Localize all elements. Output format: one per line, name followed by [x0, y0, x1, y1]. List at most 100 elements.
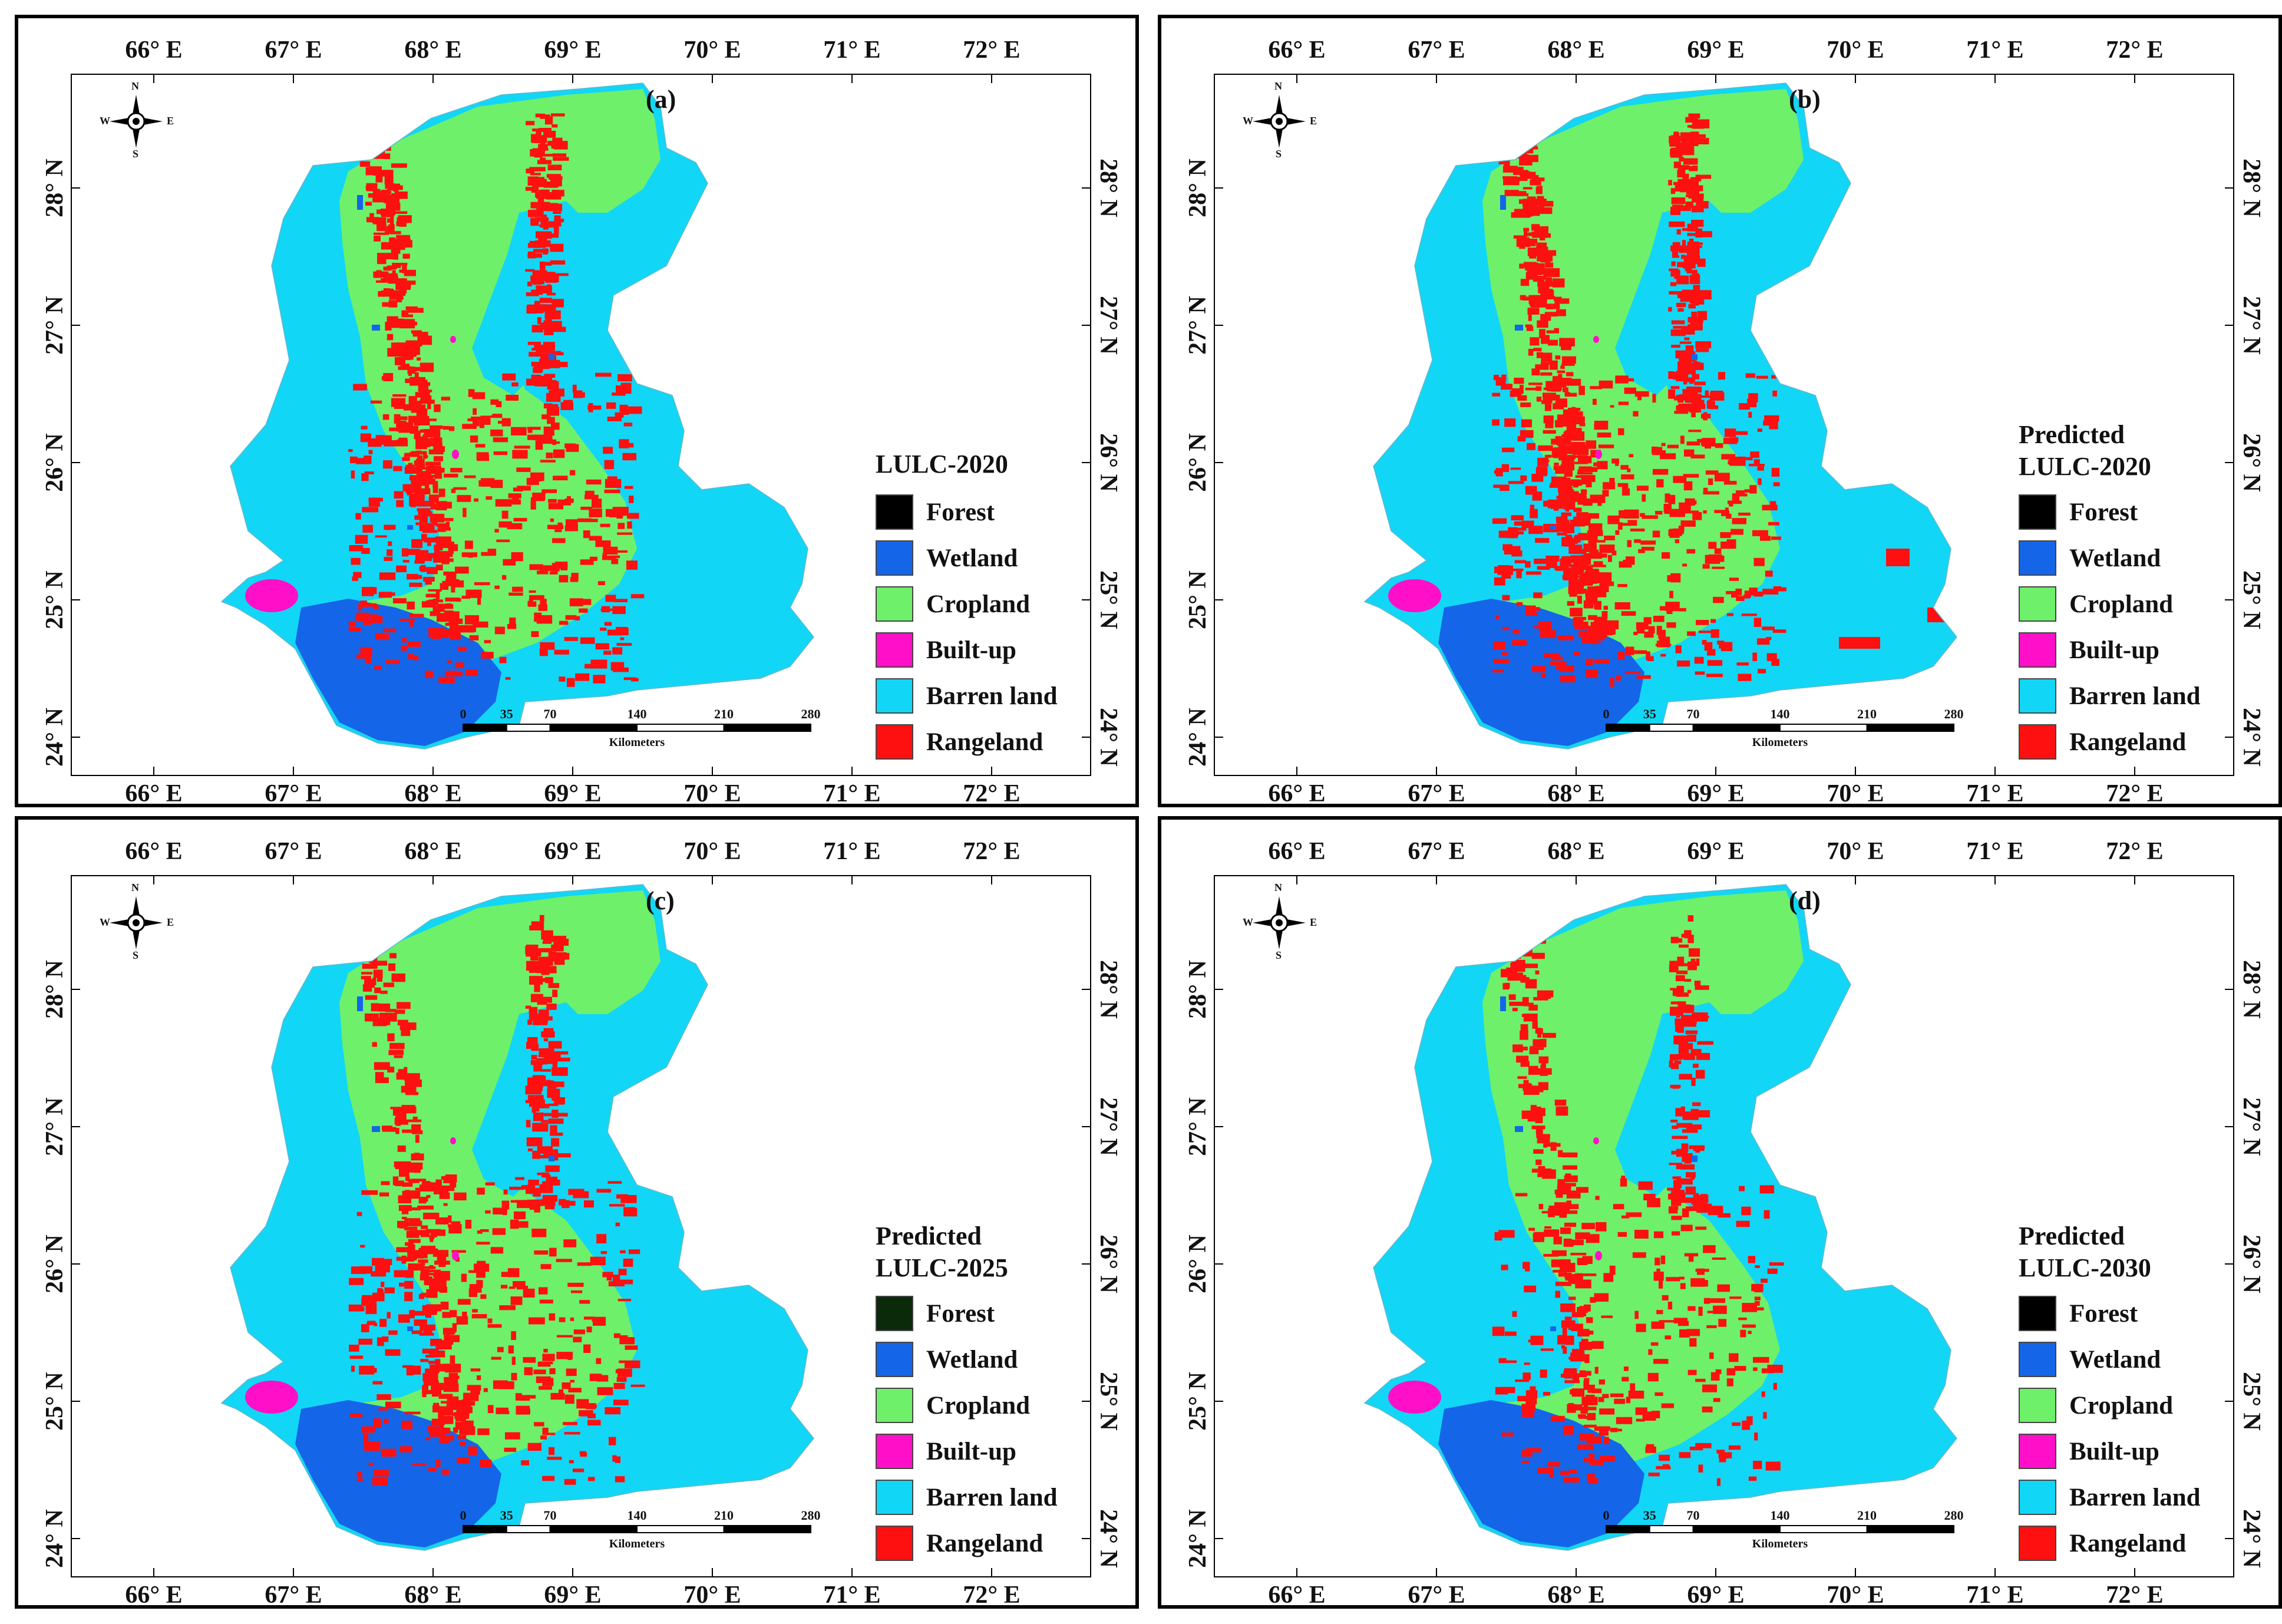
rangeland-patch: [377, 218, 384, 227]
compass-letter-e: E: [1310, 115, 1317, 127]
rangeland-patch: [388, 963, 396, 971]
rangeland-patch: [1690, 500, 1697, 505]
rangeland-patch: [422, 451, 427, 459]
wetland-patch: [549, 354, 554, 360]
rangeland-patch: [1665, 1335, 1672, 1339]
rangeland-patch: [420, 1269, 430, 1276]
rangeland-patch: [1570, 608, 1583, 617]
rangeland-patch: [1757, 466, 1764, 471]
rangeland-patch: [378, 1408, 388, 1411]
rangeland-patch: [1589, 633, 1604, 639]
rangeland-patch: [388, 1330, 398, 1335]
rangeland-patch: [402, 350, 414, 360]
rangeland-patch: [472, 1309, 478, 1313]
rangeland-patch: [1571, 1349, 1584, 1355]
rangeland-patch: [531, 1055, 537, 1059]
x-tick-label: 72° E: [2106, 1582, 2164, 1609]
rangeland-patch: [398, 1314, 410, 1323]
rangeland-patch: [1493, 484, 1508, 488]
rangeland-patch: [1577, 499, 1584, 505]
rangeland-patch: [1703, 491, 1719, 495]
rangeland-patch: [423, 1379, 435, 1385]
rangeland-patch: [1543, 1254, 1559, 1257]
rangeland-patch: [529, 167, 546, 171]
rangeland-patch: [617, 523, 625, 529]
rangeland-patch: [549, 344, 556, 348]
rangeland-patch: [626, 406, 642, 414]
rangeland-patch: [541, 1174, 551, 1178]
rangeland-patch: [385, 1401, 401, 1408]
rangeland-patch: [428, 1389, 442, 1394]
rangeland-patch: [1675, 138, 1690, 142]
y-tick-label: 26° N: [2238, 433, 2265, 492]
rangeland-patch: [385, 202, 401, 211]
rangeland-patch: [1527, 196, 1536, 203]
rangeland-patch: [438, 676, 455, 684]
rangeland-patch: [1495, 615, 1500, 619]
rangeland-patch: [1564, 1380, 1580, 1384]
rangeland-patch: [615, 1476, 625, 1483]
rangeland-patch: [1668, 1206, 1678, 1214]
built-up-area: [245, 579, 298, 612]
rangeland-patch: [538, 1016, 553, 1021]
rangeland-patch: [529, 1204, 540, 1210]
rangeland-patch: [1670, 386, 1680, 390]
rangeland-patch: [552, 326, 566, 332]
rangeland-patch: [1729, 577, 1739, 581]
rangeland-patch: [1654, 1257, 1660, 1266]
map-panel-d: 66° E 66° E 67° E 67° E 68° E 68° E 69° E 69° E…: [1158, 816, 2282, 1609]
rangeland-patch: [424, 455, 428, 458]
rangeland-patch: [547, 524, 564, 529]
rangeland-patch: [531, 921, 544, 930]
rangeland-patch: [568, 1388, 582, 1392]
rangeland-patch: [617, 532, 633, 535]
rangeland-patch: [543, 248, 548, 255]
rangeland-patch: [420, 1324, 435, 1331]
rangeland-patch: [1587, 1384, 1595, 1393]
rangeland-patch: [1672, 1176, 1682, 1180]
rangeland-patch: [1713, 1398, 1720, 1402]
rangeland-patch: [1521, 1450, 1533, 1457]
legend-label: Rangeland: [2069, 1529, 2187, 1557]
rangeland-patch: [516, 1285, 529, 1290]
rangeland-patch: [364, 1441, 381, 1451]
rangeland-patch: [1501, 464, 1510, 473]
rangeland-patch: [1502, 595, 1510, 600]
rangeland-patch: [530, 1059, 543, 1065]
y-tick-label: 25° N: [1184, 570, 1211, 629]
rangeland-patch: [434, 544, 440, 552]
rangeland-patch: [1540, 1064, 1546, 1070]
rangeland-patch: [542, 1476, 555, 1481]
rangeland-patch: [362, 963, 378, 969]
rangeland-patch: [531, 631, 539, 637]
rangeland-patch: [537, 1362, 551, 1367]
rangeland-patch: [1528, 1339, 1538, 1343]
rangeland-patch: [607, 629, 622, 636]
rangeland-patch: [1610, 405, 1614, 408]
rangeland-patch: [1716, 1478, 1720, 1486]
rangeland-patch: [553, 449, 565, 458]
rangeland-patch: [513, 1281, 526, 1288]
rangeland-patch: [1674, 411, 1689, 414]
rangeland-patch: [481, 652, 494, 659]
rangeland-patch: [1670, 1057, 1679, 1061]
rangeland-patch: [417, 508, 431, 511]
rangeland-patch: [1682, 173, 1689, 181]
rangeland-patch: [1696, 958, 1700, 966]
rangeland-patch: [1595, 1196, 1600, 1200]
rangeland-patch: [451, 1221, 461, 1227]
rangeland-patch: [1571, 1388, 1585, 1397]
rangeland-patch: [501, 418, 511, 427]
wetland-patch: [1550, 1326, 1556, 1331]
rangeland-patch: [1579, 575, 1586, 583]
legend-swatch: [876, 1296, 913, 1331]
rangeland-patch: [1553, 466, 1563, 470]
rangeland-patch: [1520, 1024, 1528, 1032]
rangeland-patch: [1685, 268, 1692, 272]
rangeland-patch: [1599, 380, 1613, 389]
rangeland-patch: [399, 1022, 417, 1030]
rangeland-patch: [473, 408, 477, 415]
rangeland-patch: [529, 564, 543, 570]
rangeland-patch: [1540, 1348, 1554, 1351]
rangeland-patch: [391, 163, 407, 168]
